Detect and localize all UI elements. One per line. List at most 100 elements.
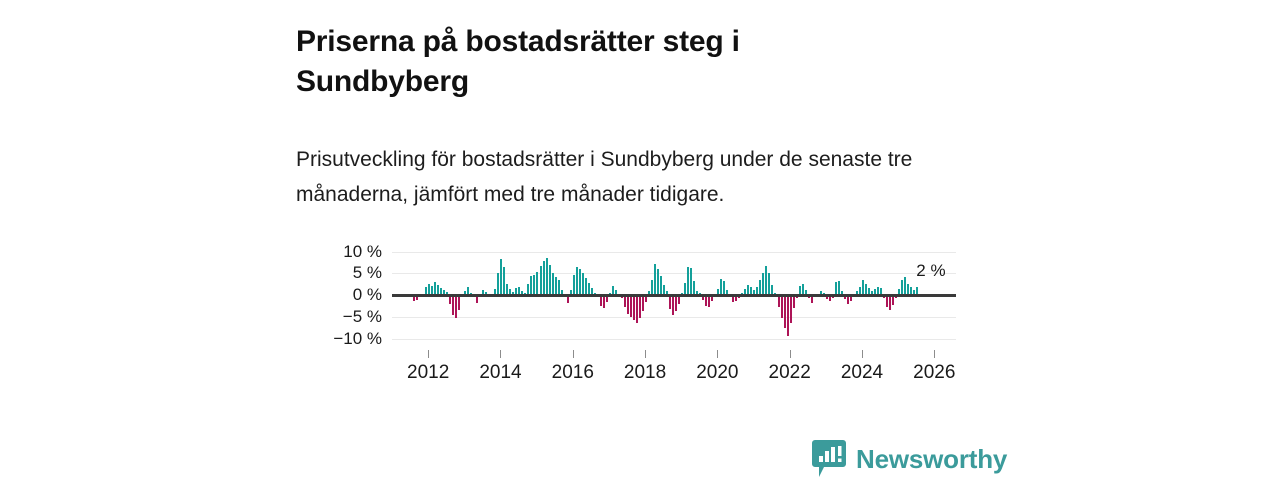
chart-bar xyxy=(605,295,608,303)
chart-bar xyxy=(888,295,891,311)
chart-bar xyxy=(539,266,542,296)
chart-bar xyxy=(765,265,768,296)
x-axis: 2012 2014 2016 2018 2020 2022 2024 2026 xyxy=(392,350,956,390)
x-axis-tick-label: 2024 xyxy=(840,362,884,383)
chart-bar xyxy=(452,295,455,315)
page-subtitle: Prisutveckling för bostadsrätter i Sundb… xyxy=(296,148,913,206)
x-axis-tick-label: 2014 xyxy=(479,362,522,383)
chart-bar xyxy=(500,259,503,296)
chart-bar xyxy=(527,283,530,296)
gridline xyxy=(392,339,956,341)
chart-bar xyxy=(687,267,690,296)
chart-bar xyxy=(611,285,614,296)
chart-bar xyxy=(780,295,783,319)
chart-bar xyxy=(503,267,506,296)
chart-bar xyxy=(801,283,804,296)
chart-bar xyxy=(726,290,729,296)
chart-bar xyxy=(663,284,666,296)
y-axis-tick-label: 10 % xyxy=(343,241,382,261)
x-axis-tick-label: 2018 xyxy=(623,362,667,383)
chart-bar xyxy=(415,295,418,300)
chart-bar xyxy=(482,290,485,296)
chart-bar xyxy=(717,289,720,296)
chart-bar xyxy=(464,290,467,296)
chart-bar xyxy=(855,290,858,296)
chart-bar xyxy=(497,272,500,296)
chart-bar xyxy=(494,289,497,296)
gridline xyxy=(392,273,956,275)
chart-bar xyxy=(747,284,750,296)
chart-bar xyxy=(771,284,774,296)
chart-bar xyxy=(476,295,479,304)
chart-bar xyxy=(702,295,705,300)
chart-bar xyxy=(551,273,554,296)
chart-bar xyxy=(867,288,870,296)
chart-bar xyxy=(521,290,524,296)
chart-bar xyxy=(741,292,744,296)
chart-bar xyxy=(557,279,560,296)
chart-bar xyxy=(822,292,825,296)
x-axis-tick-label: 2012 xyxy=(407,362,450,383)
chart-bar xyxy=(885,295,888,307)
chart-bar xyxy=(876,286,879,296)
chart-bar xyxy=(554,276,557,296)
chart-bar xyxy=(913,290,916,296)
chart-bar xyxy=(524,293,527,296)
chart-bar xyxy=(907,283,910,296)
chart-bar xyxy=(732,295,735,303)
chart-bar xyxy=(512,291,515,296)
newsworthy-logo[interactable]: Newsworthy xyxy=(812,439,1007,479)
chart-bar xyxy=(720,278,723,296)
chart-bar xyxy=(858,286,861,296)
chart-bar xyxy=(653,263,656,296)
chart-bar xyxy=(834,282,837,296)
chart-bar xyxy=(759,280,762,296)
gridline xyxy=(392,317,956,319)
chart-bar xyxy=(819,290,822,296)
chart-bar xyxy=(783,295,786,328)
chart-bar xyxy=(753,290,756,296)
chart-bar xyxy=(458,295,461,311)
chart-bar xyxy=(629,295,632,318)
chart-bar xyxy=(566,295,569,304)
chart-bar xyxy=(696,290,699,296)
chart-bar xyxy=(569,290,572,296)
chart-bar xyxy=(470,292,473,296)
chart-bar xyxy=(656,269,659,296)
x-axis-tick xyxy=(572,350,574,358)
x-axis-tick xyxy=(862,350,863,358)
chart-bar xyxy=(898,289,900,296)
chart-bar xyxy=(548,264,551,296)
chart-bar xyxy=(660,276,662,296)
chart-bar xyxy=(443,290,446,296)
y-axis-labels: 10 % 5 % 0 % −5 % −10 % xyxy=(296,241,382,350)
chart-bar xyxy=(437,284,440,296)
chart-bar xyxy=(638,295,641,319)
chart-bar xyxy=(744,289,747,296)
chart-bar xyxy=(449,295,452,305)
chart-bar xyxy=(910,286,913,296)
chart-bar xyxy=(536,271,539,296)
chart-bar xyxy=(768,272,771,296)
chart-bar xyxy=(515,288,518,296)
x-axis-tick xyxy=(428,350,430,358)
chart-bar xyxy=(509,289,512,296)
chart-bar xyxy=(434,282,437,296)
zero-baseline xyxy=(392,294,956,298)
chart-bar xyxy=(584,277,587,296)
chart-bar xyxy=(693,281,696,296)
chart-bar xyxy=(789,295,792,324)
chart-bar xyxy=(446,292,449,296)
chart-bar xyxy=(777,295,780,307)
chart-bar xyxy=(623,295,626,307)
chart-bar xyxy=(786,295,789,336)
x-axis-tick-label: 2016 xyxy=(551,362,594,383)
chart-bar xyxy=(672,295,675,316)
bar-series xyxy=(392,245,956,350)
price-development-chart: 10 % 5 % 0 % −5 % −10 % 2012 2014 2016 2018 2020… xyxy=(296,241,976,390)
chart-bar xyxy=(690,268,693,296)
chart-bar xyxy=(735,295,738,302)
chart-bar xyxy=(675,295,678,312)
chart-bar xyxy=(750,286,753,296)
chart-bar xyxy=(681,292,684,296)
